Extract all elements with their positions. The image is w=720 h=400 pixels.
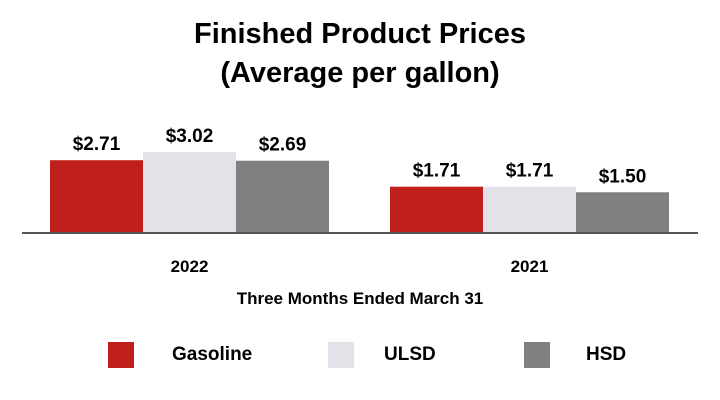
data-label-ulsd-2022: $3.02 [166, 126, 214, 147]
x-tick-label-2021: 2021 [511, 257, 549, 276]
legend-label-hsd: HSD [586, 344, 627, 365]
chart-title: Finished Product Prices [194, 18, 526, 50]
bar-gasoline-2021 [390, 186, 483, 232]
bar-chart: $2.71 $3.02 $2.69 2022 $1.71 $1.71 $1.50 2021 Th… [22, 126, 698, 308]
legend-swatch-ulsd [328, 342, 354, 368]
legend-label-ulsd: ULSD [384, 344, 436, 365]
data-label-hsd-2021: $1.50 [599, 166, 647, 187]
data-label-gasoline-2022: $2.71 [73, 134, 121, 155]
legend: Gasoline ULSD HSD [0, 342, 720, 368]
legend-label-gasoline: Gasoline [172, 344, 253, 365]
x-axis-title: Three Months Ended March 31 [237, 289, 484, 308]
data-label-ulsd-2021: $1.71 [506, 161, 554, 182]
bar-ulsd-2021 [483, 186, 576, 232]
bar-hsd-2022 [236, 160, 329, 232]
bar-ulsd-2022 [143, 151, 236, 232]
bar-gasoline-2022 [50, 160, 143, 232]
legend-swatch-hsd [524, 342, 550, 368]
bar-hsd-2021 [576, 192, 669, 232]
data-label-gasoline-2021: $1.71 [413, 161, 461, 182]
legend-swatch-gasoline [108, 342, 134, 368]
chart-subtitle: (Average per gallon) [220, 57, 500, 89]
x-tick-label-2022: 2022 [171, 257, 209, 276]
data-label-hsd-2022: $2.69 [259, 135, 307, 156]
